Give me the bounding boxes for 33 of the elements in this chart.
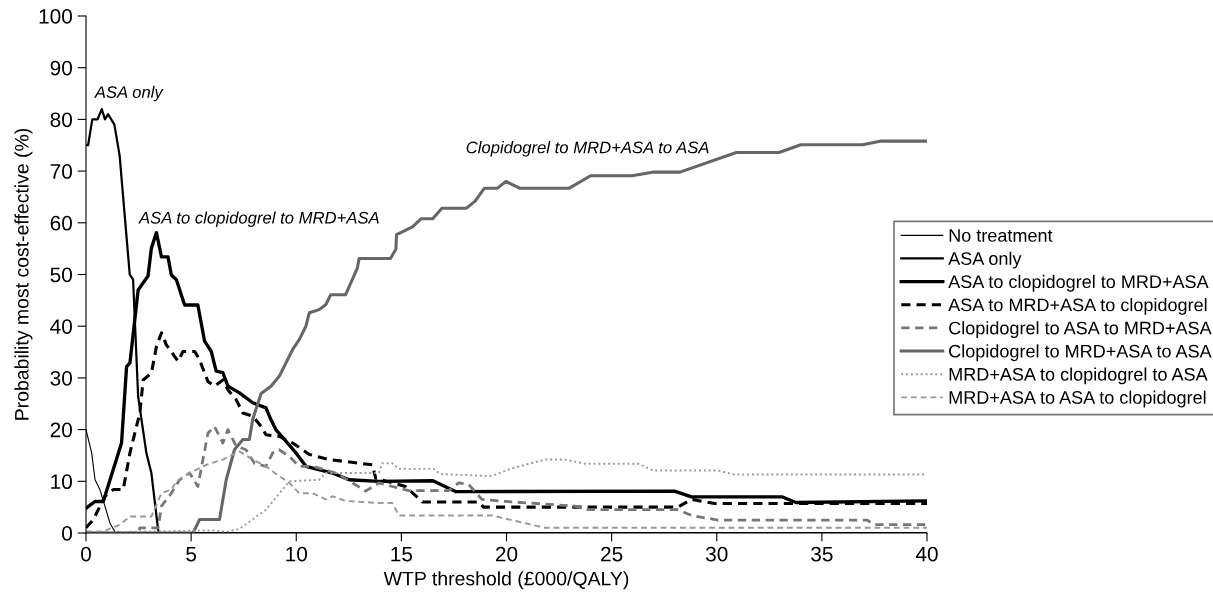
y-tick-label: 50 [50, 267, 72, 283]
x-tick-label: 0 [81, 546, 91, 562]
x-tick-label: 35 [811, 546, 833, 562]
legend-label: ASA to MRD+ASA to clopidogrel [948, 298, 1207, 315]
y-tick-label: 30 [50, 370, 72, 386]
x-tick-label: 5 [186, 546, 197, 562]
annotation: ASA to clopidogrel to MRD+ASA [138, 211, 379, 227]
y-tick-label: 20 [50, 422, 72, 438]
x-tick-label: 25 [601, 546, 623, 562]
annotation: ASA only [94, 85, 164, 102]
x-tick-label: 40 [915, 546, 938, 562]
y-tick-label: 10 [51, 474, 72, 490]
y-tick-label: 80 [50, 112, 72, 128]
legend-label: No treatment [949, 229, 1053, 242]
legend-label: MRD+ASA to ASA to clopidogrel [949, 390, 1206, 408]
annotation: Clopidogrel to MRD+ASA to ASA [466, 141, 709, 157]
legend-label: ASA only [948, 251, 1022, 269]
y-tick-label: 60 [50, 215, 72, 231]
x-tick-label: 15 [391, 546, 413, 562]
x-axis-title: WTP threshold (£000/QALY) [383, 571, 629, 590]
y-tick-label: 0 [62, 526, 72, 541]
y-tick-label: 100 [39, 9, 72, 24]
legend-label: Clopidogrel to ASA to MRD+ASA [949, 321, 1212, 338]
y-tick-label: 90 [50, 60, 72, 76]
y-axis-title: Probability most cost-effective (%) [14, 128, 33, 420]
y-tick-label: 70 [50, 164, 72, 179]
x-tick-label: 30 [705, 546, 728, 562]
legend-label: MRD+ASA to clopidogrel to ASA [949, 367, 1208, 385]
y-tick-label: 40 [50, 319, 72, 334]
legend-label: Clopidogrel to MRD+ASA to ASA [949, 344, 1212, 362]
x-tick-label: 10 [286, 546, 308, 562]
legend-label: ASA to clopidogrel to MRD+ASA [948, 274, 1209, 292]
x-tick-label: 20 [495, 546, 518, 562]
